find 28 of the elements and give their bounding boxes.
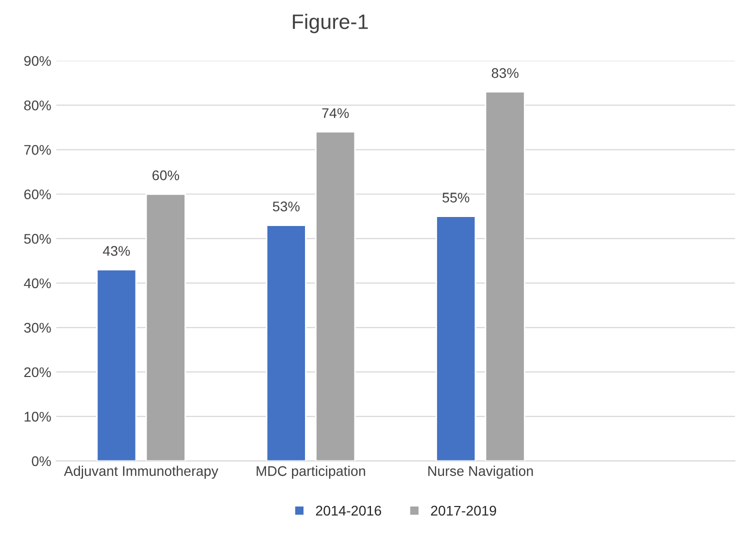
y-tick-label: 50%: [24, 234, 51, 244]
data-label: 43%: [102, 246, 130, 256]
x-tick-label: Adjuvant Immunotherapy: [64, 466, 218, 479]
data-label: 60%: [152, 170, 180, 180]
data-label: 83%: [492, 68, 518, 78]
y-tick-label: 90%: [24, 56, 51, 66]
legend-label: 2017-2019: [431, 506, 496, 516]
y-tick-label: 80%: [24, 100, 51, 110]
bar: [96, 269, 137, 461]
y-tick-label: 10%: [24, 412, 51, 422]
bar: [484, 91, 526, 461]
bar: [315, 131, 356, 461]
y-tick-label: 30%: [24, 322, 51, 333]
data-label: 74%: [322, 108, 349, 118]
y-tick-label: 40%: [24, 278, 51, 288]
y-tick-label: 60%: [24, 189, 51, 200]
data-label: 53%: [272, 202, 300, 212]
x-tick-label: Nurse Navigation: [428, 466, 533, 479]
bar: [145, 193, 186, 461]
bar: [266, 224, 306, 461]
y-tick-label: 20%: [24, 367, 51, 378]
y-tick-label: 70%: [24, 144, 51, 155]
bar: [436, 216, 476, 461]
legend-label: 2014-2016: [316, 506, 382, 516]
chart-title: Figure-1: [292, 14, 368, 34]
data-label: 55%: [442, 192, 470, 202]
x-tick-label: MDC participation: [256, 466, 366, 479]
y-tick-label: 0%: [32, 456, 51, 466]
